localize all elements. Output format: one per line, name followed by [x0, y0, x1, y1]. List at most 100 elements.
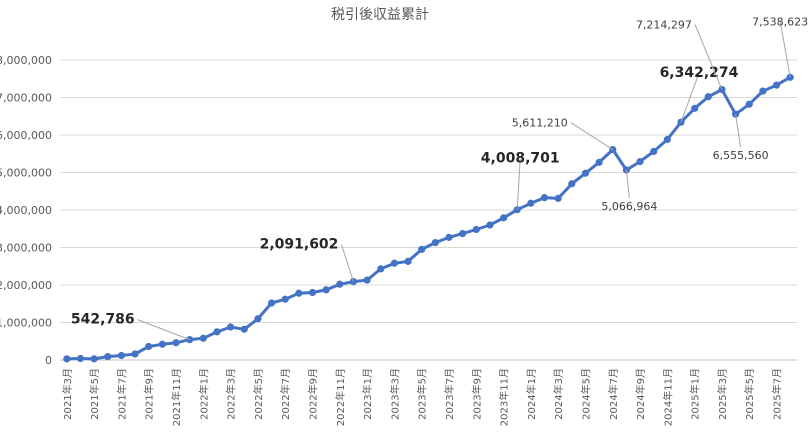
- data-point: [540, 194, 549, 202]
- data-labels: 542,786 2,091,602 4,008,701 5,611,210 5,066,…: [71, 15, 808, 341]
- label-leader-line: [694, 24, 723, 90]
- data-point: [213, 328, 221, 336]
- x-tick-label: 2022年3月: [225, 368, 238, 420]
- data-point: [377, 265, 385, 273]
- data-point: [472, 225, 480, 234]
- data-point: [499, 214, 508, 222]
- label-leader-line: [680, 72, 700, 123]
- data-point: [595, 158, 603, 166]
- data-point: [704, 93, 712, 101]
- data-point: [90, 355, 98, 363]
- data-point: [459, 230, 467, 238]
- series-line: [63, 73, 794, 363]
- data-point: [759, 87, 767, 95]
- x-tick-label: 2022年11月: [334, 368, 347, 426]
- label-leader-line: [516, 158, 521, 210]
- x-tick-label: 2023年7月: [443, 368, 456, 420]
- data-label: 2,091,602: [260, 237, 339, 253]
- data-label: 4,008,701: [481, 151, 560, 167]
- x-tick-label: 2023年1月: [361, 368, 374, 420]
- data-label: 5,611,210: [512, 117, 568, 130]
- data-point: [418, 245, 426, 253]
- data-point: [117, 351, 126, 360]
- chart-title: 税引後収益累計: [331, 7, 429, 23]
- data-point: [322, 286, 330, 294]
- y-tick-label: 4,000,000: [0, 204, 52, 217]
- data-point: [527, 199, 535, 207]
- data-point: [295, 289, 303, 297]
- x-tick-label: 2021年7月: [115, 368, 128, 420]
- data-point: [636, 158, 644, 166]
- y-tick-label: 8,000,000: [0, 54, 52, 67]
- y-tick-label: 0: [45, 354, 52, 367]
- data-point: [308, 288, 317, 297]
- label-leader-line: [570, 122, 614, 151]
- x-tick-label: 2025年5月: [743, 368, 756, 420]
- data-point: [254, 315, 262, 323]
- label-leader-line: [625, 169, 630, 199]
- y-tick-label: 1,000,000: [0, 317, 52, 330]
- x-tick-label: 2022年7月: [279, 368, 292, 420]
- x-tick-label: 2025年1月: [689, 368, 702, 420]
- data-point: [158, 340, 166, 348]
- x-tick-label: 2021年5月: [88, 368, 101, 420]
- data-label: 6,342,274: [660, 65, 739, 81]
- data-point: [554, 194, 562, 202]
- data-point: [281, 295, 289, 303]
- data-point: [745, 100, 753, 108]
- data-point: [568, 180, 576, 188]
- data-point: [363, 276, 371, 284]
- label-leader-line: [340, 244, 354, 282]
- x-tick-label: 2021年3月: [61, 368, 74, 420]
- y-axis: 0 1,000,000 2,000,000 3,000,000 4,000,000 5,0…: [0, 54, 52, 367]
- x-tick-label: 2025年7月: [771, 368, 784, 420]
- data-point: [390, 259, 398, 267]
- data-label: 6,555,560: [713, 149, 769, 162]
- x-tick-label: 2024年5月: [579, 368, 592, 420]
- x-tick-label: 2022年5月: [252, 368, 265, 420]
- x-tick-label: 2023年11月: [498, 368, 511, 426]
- data-label: 542,786: [71, 312, 135, 328]
- label-leader-line: [137, 319, 190, 341]
- data-point: [691, 104, 699, 112]
- data-point: [199, 334, 207, 342]
- x-axis: 2021年3月 2021年5月 2021年7月 2021年9月 2021年11月 2022…: [60, 359, 797, 426]
- x-tick-label: 2021年9月: [143, 368, 156, 420]
- data-point: [267, 299, 276, 307]
- y-tick-label: 6,000,000: [0, 129, 52, 142]
- y-tick-label: 7,000,000: [0, 92, 52, 105]
- x-tick-label: 2024年3月: [552, 368, 565, 420]
- data-point: [486, 221, 494, 229]
- x-tick-label: 2022年9月: [306, 368, 319, 420]
- data-point: [172, 339, 180, 347]
- data-label: 7,214,297: [636, 18, 692, 31]
- data-point: [104, 353, 112, 361]
- data-point: [404, 257, 412, 265]
- data-point: [663, 135, 671, 144]
- y-tick-label: 2,000,000: [0, 279, 52, 292]
- data-point: [650, 147, 658, 156]
- label-leader-line: [779, 21, 791, 78]
- x-tick-label: 2023年5月: [416, 368, 429, 420]
- data-point: [772, 81, 781, 89]
- x-tick-label: 2022年1月: [197, 368, 210, 420]
- data-point: [431, 239, 439, 247]
- x-tick-label: 2023年9月: [470, 368, 483, 420]
- x-tick-label: 2024年7月: [607, 368, 620, 420]
- x-tick-label: 2025年3月: [716, 368, 729, 420]
- x-tick-label: 2024年11月: [661, 368, 674, 426]
- data-point: [227, 323, 235, 331]
- data-point: [622, 166, 630, 174]
- y-tick-label: 3,000,000: [0, 242, 52, 255]
- data-point: [76, 354, 85, 363]
- x-tick-label: 2024年9月: [634, 368, 647, 420]
- data-label: 5,066,964: [601, 200, 657, 213]
- data-point: [240, 325, 248, 333]
- data-point: [581, 169, 590, 177]
- data-point: [445, 233, 453, 241]
- data-point: [63, 355, 71, 363]
- gridlines: [60, 59, 797, 323]
- y-tick-label: 5,000,000: [0, 167, 52, 180]
- data-label: 7,538,623: [752, 15, 808, 28]
